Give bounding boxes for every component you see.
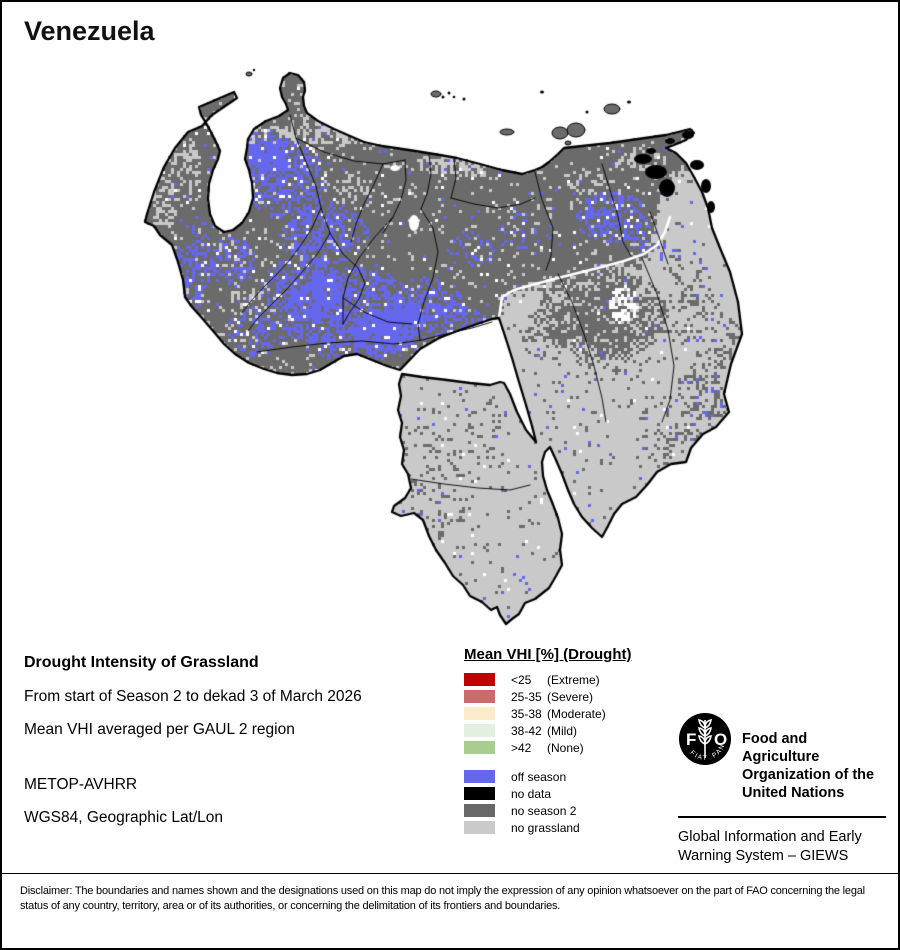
legend-value: <25	[511, 672, 532, 687]
legend-row-other: no data	[464, 785, 631, 802]
legend-swatch	[464, 724, 495, 737]
legend-row-drought: 38-42 (Mild)	[464, 722, 631, 739]
map-aggregation-line: Mean VHI averaged per GAUL 2 region	[24, 721, 295, 738]
legend-severity: (Mild)	[547, 723, 577, 738]
map-sensor-line: METOP-AVHRR	[24, 776, 138, 793]
legend-severity: (None)	[547, 740, 584, 755]
fao-logo-icon: F O F I A T P A N I S	[676, 707, 732, 771]
legend-severity: (Moderate)	[547, 706, 606, 721]
legend-severity: (Extreme)	[547, 672, 600, 687]
legend: Mean VHI [%] (Drought) <25 (Extreme) 25-35…	[464, 646, 631, 836]
legend-swatch	[464, 821, 495, 834]
legend-other-classes: off season no data no season 2 no grassland	[464, 768, 631, 836]
legend-value: 25-35	[511, 689, 542, 704]
legend-value: 38-42	[511, 723, 542, 738]
legend-row-drought: >42 (None)	[464, 739, 631, 756]
legend-swatch	[464, 804, 495, 817]
disclaimer-box: Disclaimer: The boundaries and names sho…	[2, 873, 898, 948]
legend-value: 35-38	[511, 706, 542, 721]
legend-row-drought: <25 (Extreme)	[464, 671, 631, 688]
legend-drought-classes: <25 (Extreme) 25-35 (Severe) 35-38 (Moderate)…	[464, 671, 631, 756]
svg-text:F: F	[686, 730, 696, 749]
disclaimer-text: Disclaimer: The boundaries and names sho…	[20, 885, 865, 912]
legend-title: Mean VHI [%] (Drought)	[464, 646, 632, 663]
legend-swatch	[464, 690, 495, 703]
legend-value: >42	[511, 740, 532, 755]
legend-label: no data	[511, 786, 552, 801]
legend-row-drought: 25-35 (Severe)	[464, 688, 631, 705]
legend-row-other: no grassland	[464, 819, 631, 836]
legend-label: no season 2	[511, 803, 577, 818]
fao-divider	[678, 816, 886, 818]
page-title: Venezuela	[24, 16, 155, 46]
legend-label: off season	[511, 769, 567, 784]
giews-label: Global Information and Early Warning Sys…	[678, 829, 862, 864]
legend-swatch	[464, 787, 495, 800]
legend-row-drought: 35-38 (Moderate)	[464, 705, 631, 722]
legend-label: no grassland	[511, 820, 580, 835]
svg-text:O: O	[714, 730, 727, 749]
fao-org-name: Food and Agriculture Organization of the…	[742, 731, 875, 801]
map-subject-heading: Drought Intensity of Grassland	[24, 654, 259, 671]
legend-row-other: no season 2	[464, 802, 631, 819]
legend-swatch	[464, 673, 495, 686]
legend-swatch	[464, 741, 495, 754]
map-projection-line: WGS84, Geographic Lat/Lon	[24, 809, 224, 826]
fao-branding: F O F I A T P A N I S	[676, 707, 888, 866]
legend-row-other: off season	[464, 768, 631, 785]
legend-severity: (Severe)	[547, 689, 594, 704]
legend-swatch	[464, 770, 495, 783]
map-period-line: From start of Season 2 to dekad 3 of Mar…	[24, 688, 362, 705]
legend-swatch	[464, 707, 495, 720]
map-info-block: Drought Intensity of Grassland From star…	[24, 654, 362, 842]
